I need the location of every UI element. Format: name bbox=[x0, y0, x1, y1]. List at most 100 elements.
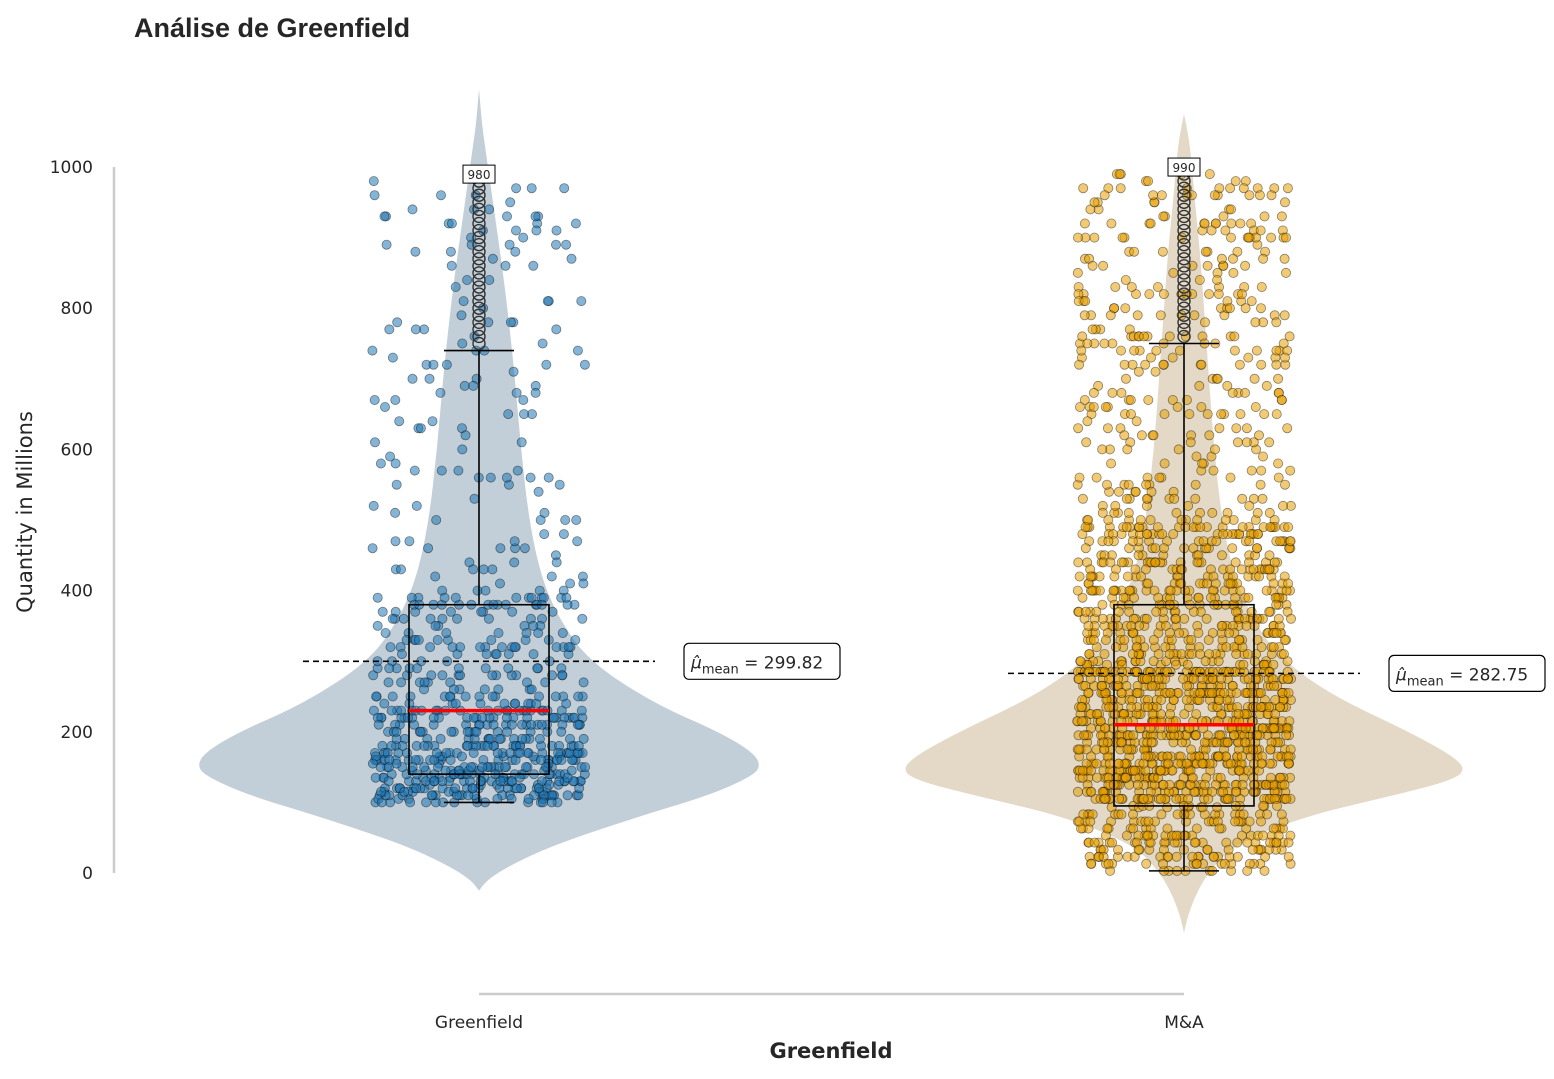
data-point bbox=[1087, 585, 1098, 596]
data-point bbox=[1255, 225, 1266, 236]
data-point bbox=[1284, 331, 1295, 342]
data-point bbox=[1203, 793, 1214, 804]
data-point bbox=[1258, 830, 1269, 841]
data-point bbox=[1110, 500, 1121, 511]
data-point bbox=[1203, 635, 1214, 646]
data-point bbox=[1126, 702, 1137, 713]
data-point bbox=[1200, 317, 1211, 328]
data-point bbox=[419, 740, 430, 751]
data-point bbox=[1176, 649, 1187, 660]
data-point bbox=[1261, 380, 1272, 391]
data-point bbox=[1282, 183, 1293, 194]
data-point bbox=[1244, 536, 1255, 547]
data-point bbox=[1118, 592, 1129, 603]
data-point bbox=[566, 253, 577, 264]
data-point bbox=[570, 635, 581, 646]
data-point bbox=[423, 543, 434, 554]
data-point bbox=[494, 578, 505, 589]
data-point bbox=[1174, 628, 1185, 639]
data-point bbox=[1097, 444, 1108, 455]
data-point bbox=[1255, 479, 1266, 490]
data-point bbox=[517, 733, 528, 744]
data-point bbox=[503, 663, 514, 674]
data-point bbox=[1146, 352, 1157, 363]
y-axis-label: Quantity in Millions bbox=[13, 411, 37, 613]
data-point bbox=[446, 726, 457, 737]
data-point bbox=[381, 239, 392, 250]
data-point bbox=[1100, 793, 1111, 804]
data-point bbox=[1130, 564, 1141, 575]
data-point bbox=[401, 635, 412, 646]
data-point bbox=[1256, 465, 1267, 476]
data-point bbox=[1194, 380, 1205, 391]
data-point bbox=[1235, 218, 1246, 229]
data-point bbox=[440, 765, 451, 776]
data-point bbox=[397, 740, 408, 751]
data-point bbox=[460, 430, 471, 441]
data-point bbox=[435, 387, 446, 398]
data-point bbox=[492, 748, 503, 759]
data-point bbox=[1099, 666, 1110, 677]
data-point bbox=[446, 218, 457, 229]
data-point bbox=[491, 649, 502, 660]
data-point bbox=[546, 797, 557, 808]
data-point bbox=[1225, 758, 1236, 769]
data-point bbox=[1231, 649, 1242, 660]
data-point bbox=[387, 352, 398, 363]
data-point bbox=[561, 592, 572, 603]
data-point bbox=[1259, 211, 1270, 222]
data-point bbox=[1143, 578, 1154, 589]
data-point bbox=[1232, 246, 1243, 257]
data-point bbox=[372, 592, 383, 603]
data-point bbox=[1202, 260, 1213, 271]
data-point bbox=[1225, 183, 1236, 194]
data-point bbox=[1171, 851, 1182, 862]
data-point bbox=[1135, 515, 1146, 526]
data-point bbox=[531, 225, 542, 236]
data-point bbox=[1244, 500, 1255, 511]
data-point bbox=[1098, 260, 1109, 271]
data-point bbox=[1240, 303, 1251, 314]
data-point bbox=[476, 606, 487, 617]
data-point bbox=[1141, 858, 1152, 869]
y-tick-label: 200 bbox=[61, 723, 93, 743]
y-tick-label: 800 bbox=[61, 299, 93, 319]
data-point bbox=[1200, 656, 1211, 667]
data-point bbox=[1140, 359, 1151, 370]
data-point bbox=[1145, 218, 1156, 229]
data-point bbox=[1072, 786, 1083, 797]
data-point bbox=[1188, 606, 1199, 617]
data-point bbox=[1215, 772, 1226, 783]
data-point bbox=[1116, 387, 1127, 398]
data-point bbox=[1259, 409, 1270, 420]
data-point bbox=[1185, 437, 1196, 448]
data-point bbox=[1085, 816, 1096, 827]
data-point bbox=[1204, 289, 1215, 300]
data-point bbox=[1126, 620, 1137, 631]
data-point bbox=[1186, 744, 1197, 755]
data-point bbox=[402, 712, 413, 723]
data-point bbox=[536, 719, 547, 730]
data-point bbox=[579, 359, 590, 370]
data-point bbox=[387, 613, 398, 624]
data-point bbox=[1242, 837, 1253, 848]
data-point bbox=[1216, 253, 1227, 264]
data-point bbox=[1191, 730, 1202, 741]
data-point bbox=[421, 797, 432, 808]
data-point bbox=[506, 793, 517, 804]
data-point bbox=[379, 211, 390, 222]
data-point bbox=[1256, 303, 1267, 314]
data-point bbox=[1120, 772, 1131, 783]
data-point bbox=[539, 507, 550, 518]
data-point bbox=[1158, 359, 1169, 370]
data-point bbox=[1145, 515, 1156, 526]
data-point bbox=[1080, 296, 1091, 307]
data-point bbox=[1265, 772, 1276, 783]
data-point bbox=[1216, 620, 1227, 631]
data-point bbox=[467, 783, 478, 794]
y-tick-label: 600 bbox=[61, 440, 93, 460]
data-point bbox=[1089, 837, 1100, 848]
data-point bbox=[471, 726, 482, 737]
data-point bbox=[1254, 190, 1265, 201]
data-point bbox=[563, 642, 574, 653]
